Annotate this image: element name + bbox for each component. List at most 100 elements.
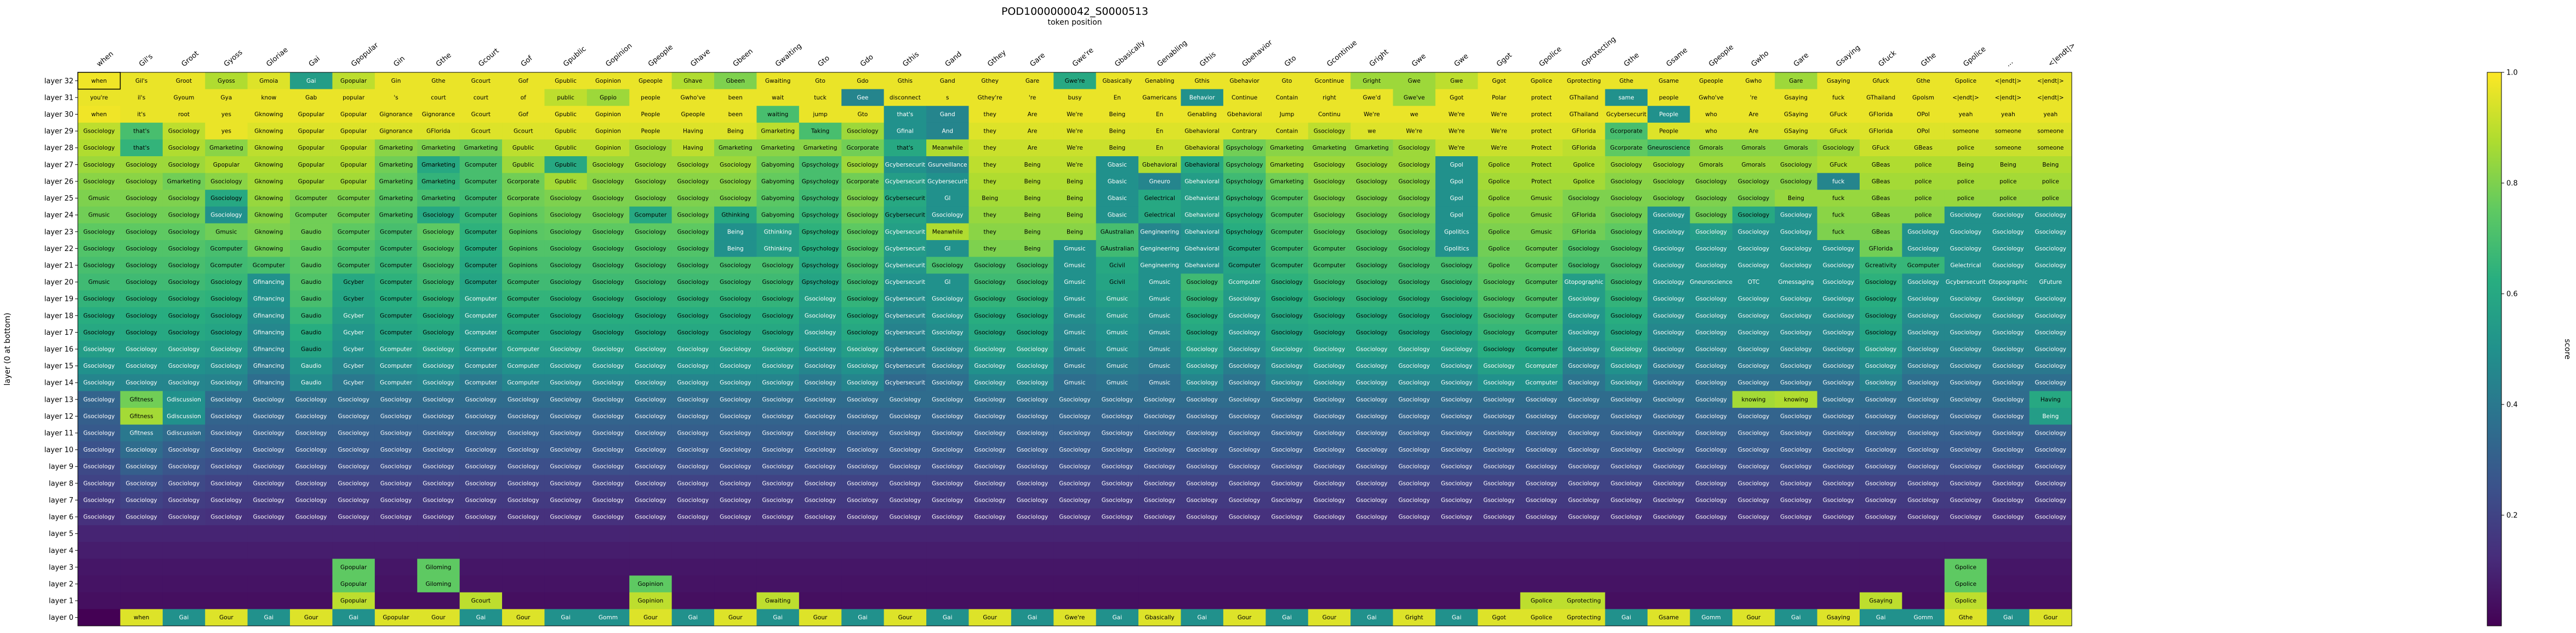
- cell-label: Gsociology: [805, 430, 836, 437]
- cell-label: Gsociology: [677, 246, 709, 252]
- heatmap-cell: [1817, 156, 1860, 174]
- heatmap-cell: [1266, 89, 1309, 106]
- heatmap-cell: [799, 575, 842, 593]
- cell-label: Gcomputer: [507, 346, 539, 353]
- cell-label: Gknowing: [254, 111, 283, 118]
- cell-label: Gright: [1363, 78, 1381, 84]
- heatmap-cell: [290, 72, 333, 90]
- cell-label: Gsociology: [423, 312, 454, 319]
- cell-label: Gsociology: [1823, 262, 1854, 269]
- cell-label: Gsociology: [932, 447, 963, 453]
- cell-label: Gsociology: [1399, 178, 1430, 185]
- cell-label: Gsociology: [1823, 480, 1854, 487]
- heatmap-cell: [120, 89, 163, 106]
- cell-label: Gsociology: [83, 514, 115, 521]
- cell-label: Gsociology: [126, 195, 157, 202]
- cell-label: Gyoum: [174, 94, 195, 101]
- x-tick-label: Gthis: [1198, 50, 1218, 69]
- cell-label: Gtopographic: [1564, 279, 1603, 286]
- heatmap-cell: [544, 106, 588, 123]
- heatmap-cell: [756, 525, 800, 543]
- heatmap-cell: [671, 89, 715, 106]
- cell-label: Gsociology: [1017, 279, 1048, 286]
- cell-label: Gmusic: [1149, 380, 1170, 386]
- cell-label: Gsociology: [1950, 514, 1981, 521]
- heatmap-cell: [1223, 558, 1266, 576]
- cell-label: Gcomputer: [1313, 262, 1346, 269]
- cell-label: Behavior: [1189, 94, 1215, 101]
- cell-label: Gsociology: [720, 413, 751, 420]
- cell-label: Gsociology: [210, 514, 242, 521]
- cell-label: Gsociology: [720, 178, 751, 185]
- cell-label: Gsociology: [1653, 246, 1684, 252]
- cell-label: Gsociology: [720, 329, 751, 336]
- cell-label: Gmorals: [1699, 145, 1723, 151]
- cell-label: Gsociology: [168, 497, 200, 504]
- cell-label: Gsociology: [1059, 413, 1090, 420]
- heatmap-cell: [374, 156, 418, 174]
- heatmap-cell: [629, 122, 673, 140]
- cell-label: Gsociology: [295, 464, 327, 470]
- heatmap-cell: [1435, 72, 1478, 90]
- cell-label: Gsociology: [1738, 363, 1769, 369]
- cell-label: Gsociology: [677, 396, 709, 403]
- heatmap-cell: [1647, 592, 1690, 609]
- cell-label: Gsociology: [635, 380, 666, 386]
- heatmap-cell: [459, 541, 503, 560]
- heatmap-cell: [1435, 106, 1478, 123]
- heatmap-cell: [799, 106, 842, 123]
- cell-label: tuck: [814, 94, 827, 101]
- cell-label: Gsociology: [1314, 329, 1345, 336]
- cell-label: Gmorals: [1784, 145, 1808, 151]
- cell-label: Gsociology: [932, 413, 963, 420]
- heatmap-cell: [1181, 89, 1224, 106]
- cell-label: that's: [897, 111, 914, 118]
- heatmap-cell: [1138, 106, 1182, 123]
- heatmap-cell: [1308, 525, 1351, 543]
- cell-label: Gmarketing: [379, 195, 413, 202]
- heatmap-cell: [1817, 139, 1860, 157]
- cell-label: Gsociology: [1483, 413, 1514, 420]
- heatmap-cell: [1859, 156, 1902, 174]
- heatmap-cells: when Gil's Groot Gyoss Gmoia Gai Gpopular Gin Gt…: [77, 72, 2072, 626]
- heatmap-cell: [1138, 592, 1182, 609]
- cell-label: Gsociology: [974, 396, 1006, 403]
- cell-label: Gsociology: [1187, 380, 1218, 386]
- cell-label: Gsociology: [168, 480, 200, 487]
- cell-label: GFlorida: [1572, 229, 1596, 235]
- heatmap-cell: [1817, 592, 1860, 609]
- cell-label: Gsociology: [1271, 312, 1302, 319]
- cell-label: Gsociology: [1780, 262, 1811, 269]
- cell-label: Gsociology: [126, 346, 157, 353]
- cell-label: Gcourt: [514, 128, 533, 135]
- cell-label: Gsociology: [890, 514, 921, 521]
- cell-label: Gsociology: [974, 346, 1006, 353]
- heatmap-cell: [841, 525, 885, 543]
- heatmap-cell: [1987, 106, 2030, 123]
- heatmap-cell: [1647, 541, 1690, 560]
- cell-label: Gsociology: [805, 413, 836, 420]
- cell-label: Gsociology: [1780, 346, 1811, 353]
- cell-label: Gopinion: [638, 581, 664, 588]
- cell-label: Gsociology: [847, 480, 878, 487]
- heatmap-cell: [120, 156, 163, 174]
- cell-label: Gsociology: [126, 514, 157, 521]
- cell-label: Gcomputer: [1525, 363, 1558, 369]
- cell-label: Gpopular: [298, 178, 325, 185]
- cell-label: Gpublic: [555, 162, 577, 168]
- cell-label: Jump: [1279, 111, 1295, 118]
- heatmap-cell: [205, 541, 248, 560]
- heatmap-cell: [417, 156, 460, 174]
- cell-label: Gsociology: [83, 413, 115, 420]
- cell-label: Gsociology: [168, 312, 200, 319]
- cell-label: Gsociology: [1271, 380, 1302, 386]
- heatmap-cell: [841, 592, 885, 609]
- cell-label: Gsociology: [805, 514, 836, 521]
- heatmap-cell: [1308, 558, 1351, 576]
- heatmap-cell: [586, 592, 630, 609]
- cell-label: Gmusic: [1107, 380, 1128, 386]
- x-tick-label: Gpeople: [1707, 43, 1735, 69]
- cell-label: Gsociology: [1187, 447, 1218, 453]
- y-tick-label: layer 12: [44, 413, 73, 421]
- x-tick-label: Gpublic: [562, 45, 588, 69]
